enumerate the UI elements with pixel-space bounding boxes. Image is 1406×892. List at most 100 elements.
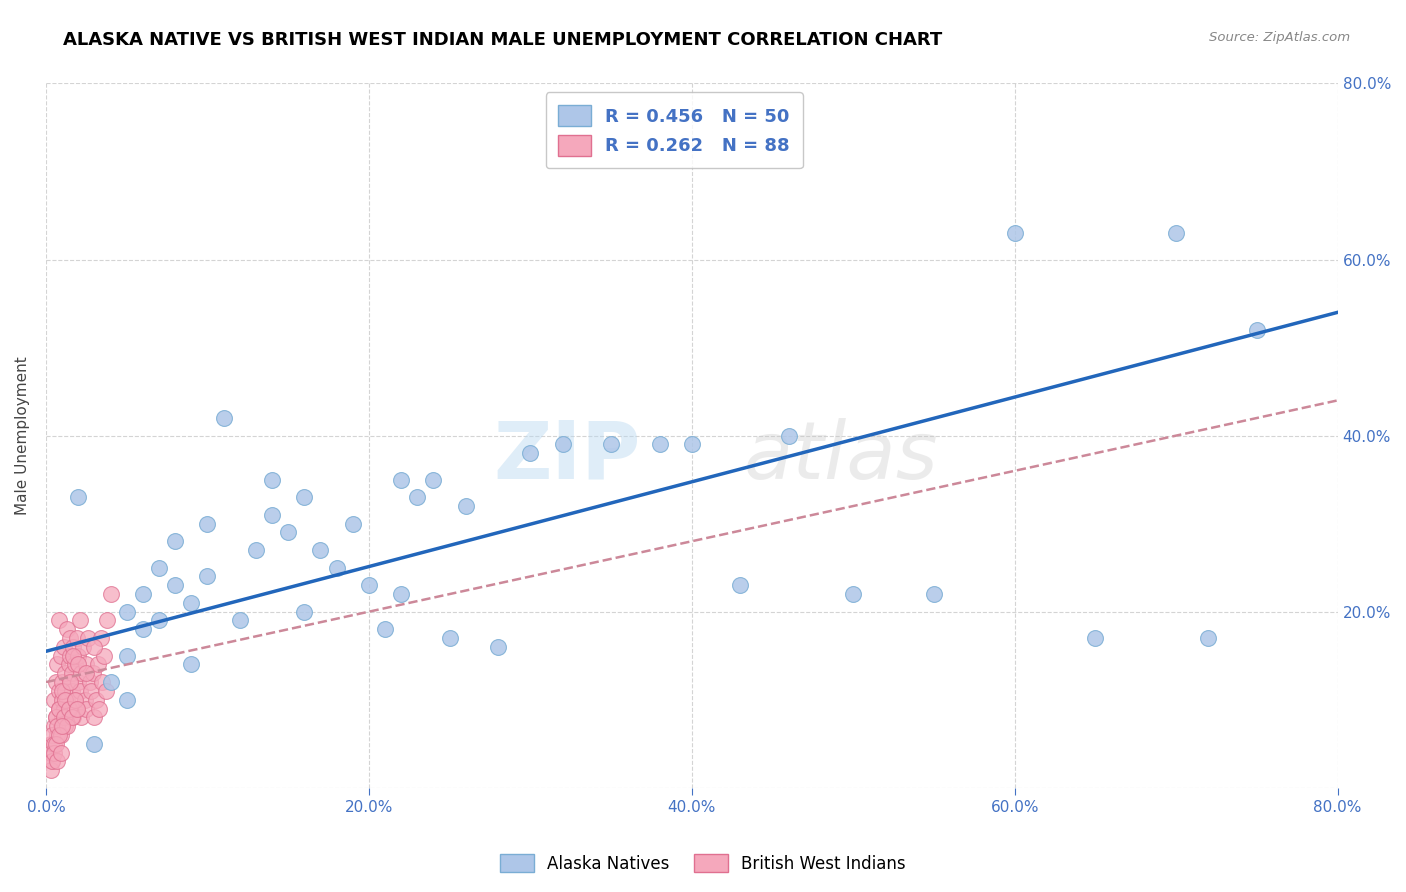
Point: [46, 719, 69, 733]
Point: [48, 728, 70, 742]
Point: [56, 622, 79, 636]
Point: [80, 684, 103, 698]
Point: [486, 640, 509, 654]
Point: [1166, 226, 1188, 240]
Point: [62, 648, 84, 663]
Point: [132, 622, 155, 636]
Point: [48, 701, 70, 715]
Point: [49, 648, 72, 663]
Point: [46, 657, 69, 672]
Point: [82, 666, 104, 681]
Point: [277, 525, 299, 540]
Point: [62, 710, 84, 724]
Point: [197, 569, 219, 583]
Point: [70, 710, 93, 724]
Point: [49, 719, 72, 733]
Point: [325, 560, 347, 574]
Point: [778, 428, 800, 442]
Point: [39, 746, 62, 760]
Point: [148, 560, 170, 574]
Point: [260, 473, 283, 487]
Point: [180, 657, 202, 672]
Point: [42, 692, 65, 706]
Point: [49, 728, 72, 742]
Point: [70, 666, 93, 681]
Point: [96, 614, 118, 628]
Point: [309, 543, 332, 558]
Point: [58, 701, 80, 715]
Point: [75, 701, 97, 715]
Point: [389, 587, 412, 601]
Point: [69, 614, 91, 628]
Point: [842, 587, 865, 601]
Point: [41, 755, 63, 769]
Point: [52, 701, 75, 715]
Point: [45, 710, 67, 724]
Point: [922, 587, 945, 601]
Point: [115, 605, 138, 619]
Point: [63, 692, 86, 706]
Point: [94, 684, 117, 698]
Point: [41, 728, 63, 742]
Point: [648, 437, 671, 451]
Point: [73, 692, 96, 706]
Text: atlas: atlas: [744, 417, 938, 496]
Point: [100, 675, 122, 690]
Point: [83, 710, 105, 724]
Point: [245, 543, 267, 558]
Point: [93, 648, 115, 663]
Point: [48, 701, 70, 715]
Point: [59, 675, 82, 690]
Point: [86, 657, 108, 672]
Point: [728, 578, 751, 592]
Point: [1084, 631, 1107, 645]
Point: [51, 684, 73, 698]
Point: [46, 728, 69, 742]
Point: [39, 737, 62, 751]
Point: [89, 701, 111, 715]
Point: [48, 614, 70, 628]
Point: [148, 614, 170, 628]
Point: [42, 746, 65, 760]
Legend: Alaska Natives, British West Indians: Alaska Natives, British West Indians: [494, 847, 912, 880]
Point: [600, 437, 623, 451]
Point: [374, 622, 396, 636]
Point: [1246, 323, 1268, 337]
Point: [342, 516, 364, 531]
Point: [41, 755, 63, 769]
Point: [49, 746, 72, 760]
Point: [292, 490, 315, 504]
Point: [45, 737, 67, 751]
Point: [46, 755, 69, 769]
Point: [59, 648, 82, 663]
Point: [59, 631, 82, 645]
Point: [454, 499, 477, 513]
Point: [67, 490, 90, 504]
Point: [1198, 631, 1220, 645]
Point: [292, 605, 315, 619]
Point: [53, 719, 76, 733]
Point: [58, 657, 80, 672]
Point: [77, 631, 100, 645]
Point: [260, 508, 283, 522]
Point: [53, 692, 76, 706]
Point: [56, 719, 79, 733]
Point: [63, 692, 86, 706]
Point: [58, 701, 80, 715]
Point: [51, 675, 73, 690]
Point: [53, 684, 76, 698]
Point: [72, 640, 94, 654]
Point: [67, 648, 90, 663]
Point: [75, 666, 97, 681]
Point: [180, 596, 202, 610]
Point: [51, 692, 73, 706]
Point: [63, 657, 86, 672]
Point: [406, 490, 429, 504]
Point: [551, 437, 574, 451]
Point: [389, 473, 412, 487]
Point: [422, 473, 444, 487]
Point: [42, 719, 65, 733]
Point: [60, 666, 83, 681]
Point: [52, 710, 75, 724]
Point: [165, 578, 187, 592]
